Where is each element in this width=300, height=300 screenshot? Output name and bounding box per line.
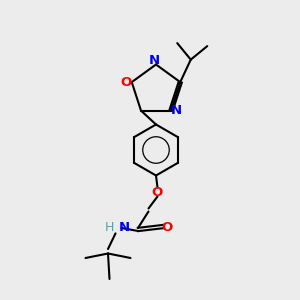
Text: N: N xyxy=(118,221,130,235)
Text: O: O xyxy=(161,221,173,235)
Text: N: N xyxy=(171,104,182,117)
Text: O: O xyxy=(121,76,132,88)
Text: H: H xyxy=(105,221,114,235)
Text: N: N xyxy=(149,54,160,68)
Text: O: O xyxy=(152,185,163,199)
